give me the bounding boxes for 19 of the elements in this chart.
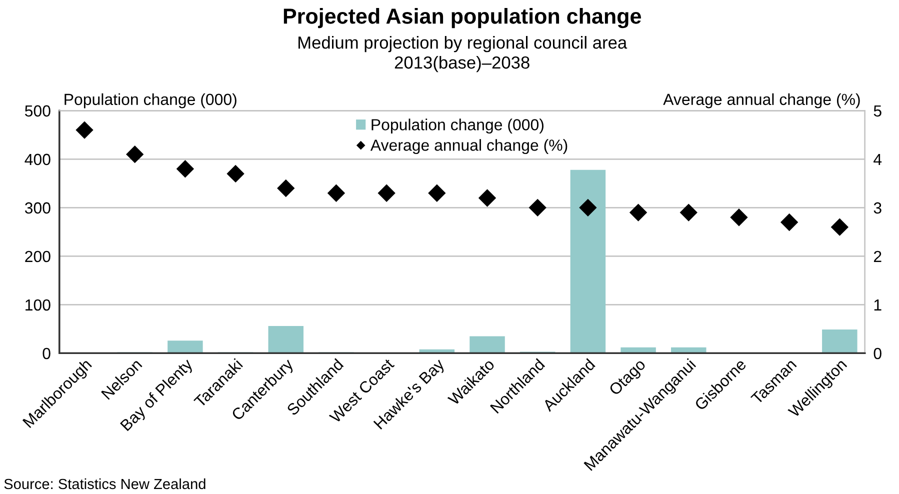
source-note: Source: Statistics New Zealand — [4, 478, 206, 490]
y-tick-label: 300 — [24, 202, 50, 214]
y-tick-label: 400 — [24, 154, 50, 166]
y2-tick-label: 1 — [874, 300, 882, 310]
y-tick-label: 500 — [24, 105, 50, 117]
y2-tick-label: 5 — [874, 105, 882, 117]
y2-tick-label: 0 — [874, 348, 882, 360]
y-tick-label: 100 — [26, 299, 50, 311]
y2-tick-label: 2 — [874, 250, 882, 262]
legend-label: Average annual change (%) — [370, 139, 568, 154]
chart-title: Projected Asian population change — [284, 8, 641, 28]
chart-subtitle: Medium projection by regional council area 2013(base)–2038 — [298, 36, 628, 72]
y2-tick-label: 4 — [874, 154, 882, 165]
y-tick-label: 0 — [42, 348, 50, 360]
y2-tick-label: 3 — [874, 202, 882, 214]
y-tick-label: 200 — [25, 250, 50, 262]
legend-label: Population change (000) — [372, 118, 544, 134]
y-axis-title: Population change (000) — [64, 93, 236, 108]
y2-axis-title: Average annual change (%) — [663, 93, 860, 108]
